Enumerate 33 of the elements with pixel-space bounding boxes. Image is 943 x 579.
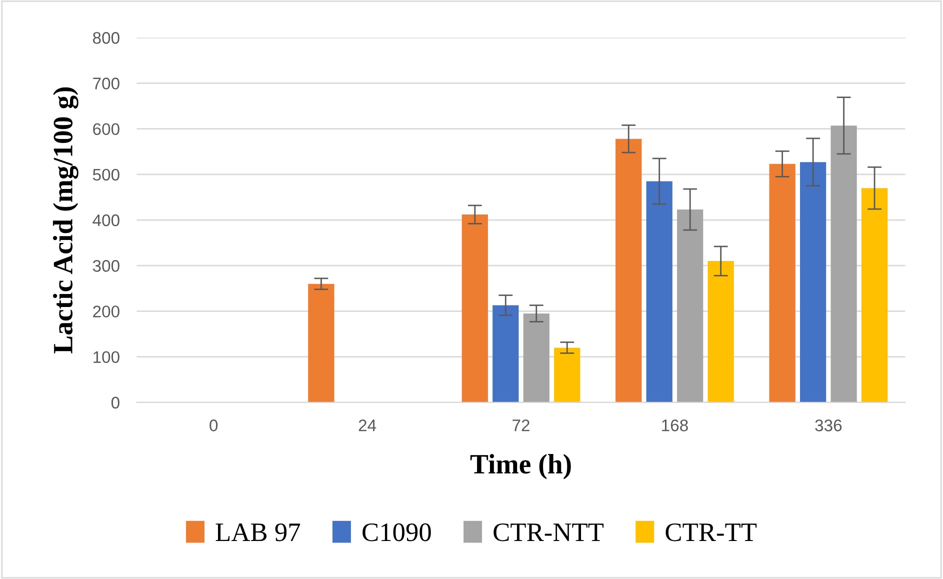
x-tick-label: 168 <box>662 420 688 432</box>
bar <box>861 188 888 402</box>
bar <box>677 210 704 402</box>
bar <box>769 164 796 402</box>
y-tick-label: 500 <box>92 168 120 181</box>
bar <box>616 138 642 402</box>
x-tick-label: 0 <box>210 420 218 432</box>
bar <box>462 214 488 402</box>
y-tick-label: 200 <box>93 306 120 318</box>
y-tick-label: 300 <box>92 260 120 272</box>
x-tick-label: 24 <box>358 420 376 432</box>
x-axis-title: Time (h) <box>470 454 571 480</box>
bar <box>646 181 672 402</box>
legend-label: CTR-NTT <box>494 523 604 542</box>
bar <box>708 261 734 402</box>
x-tick-label: 336 <box>815 420 842 432</box>
y-tick-label: 100 <box>94 351 120 364</box>
y-tick-label: 400 <box>92 214 120 226</box>
y-tick-label: 800 <box>92 32 120 44</box>
bar <box>523 313 550 402</box>
y-axis-title: Lactic Acid (mg/100 g) <box>52 87 78 354</box>
bar <box>308 284 334 402</box>
bar <box>492 305 519 402</box>
legend-label: LAB 97 <box>216 523 300 542</box>
legend-label: CTR-TT <box>666 523 757 542</box>
legend-label: C1090 <box>362 523 431 542</box>
bar <box>554 348 580 402</box>
bar <box>800 162 826 402</box>
y-tick-label: 0 <box>111 396 120 409</box>
y-tick-label: 700 <box>93 78 120 90</box>
y-tick-label: 600 <box>93 123 120 136</box>
bar <box>830 126 857 402</box>
x-tick-label: 72 <box>512 420 530 432</box>
